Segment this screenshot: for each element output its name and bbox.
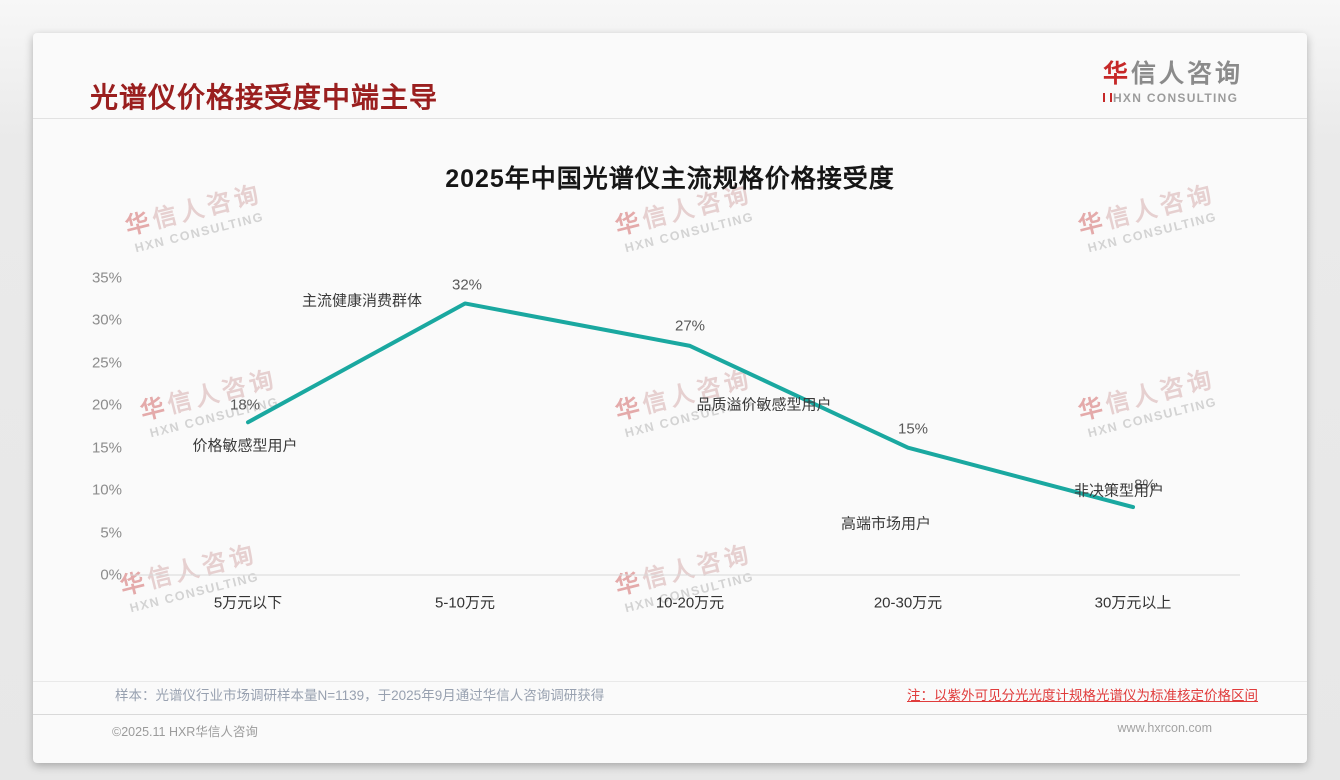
x-axis-category: 5万元以下: [213, 594, 283, 612]
logo-en-text: HXN CONSULTING: [1112, 90, 1239, 105]
logo-zh-rest: 信人咨询: [1130, 60, 1243, 88]
header-divider: [33, 118, 1307, 119]
slide-page: 华信人咨询 HXN CONSULTING 华信人咨询 HXN CONSULTING 华信…: [33, 33, 1307, 763]
logo-zh: 华信人咨询: [1102, 60, 1243, 89]
sample-note: 样本：光谱仪行业市场调研样本量N=1139，于2025年9月通过华信人咨询调研获…: [115, 688, 605, 703]
y-axis-tick: 15%: [91, 439, 122, 457]
logo-h-accent-icon: [1102, 93, 1112, 102]
company-logo: 华信人咨询 HXN CONSULTING: [1102, 60, 1243, 105]
y-axis-tick: 20%: [91, 396, 122, 414]
x-axis-category: 10-20万元: [655, 594, 725, 612]
data-point-value: 8%: [1134, 476, 1156, 494]
y-axis-tick: 10%: [91, 481, 122, 499]
notes-divider-top: [33, 681, 1307, 682]
logo-en: HXN CONSULTING: [1102, 90, 1243, 105]
data-line: [246, 301, 1135, 510]
data-point-value: 15%: [897, 420, 929, 438]
chart-canvas: [130, 301, 1240, 576]
page-title: 光谱仪价格接受度中端主导: [90, 82, 439, 113]
data-point-value: 32%: [451, 276, 483, 294]
y-axis-tick: 5%: [100, 524, 122, 542]
segment-annotation: 价格敏感型用户: [192, 437, 298, 455]
copyright-text: ©2025.11 HXR华信人咨询: [112, 725, 258, 739]
segment-annotation: 非决策型用户: [1073, 482, 1165, 500]
segment-annotation: 品质溢价敏感型用户: [696, 396, 832, 414]
x-axis-category: 5-10万元: [434, 594, 496, 612]
line-chart: 35% 30% 25% 20% 15% 10% 5% 0% 5万元以下 5-10万元 10-20万元…: [33, 33, 1307, 763]
website-url: www.hxrcon.com: [1117, 721, 1212, 735]
data-point-value: 27%: [674, 317, 706, 335]
logo-zh-accent: 华: [1102, 60, 1131, 88]
footer-divider: [33, 714, 1307, 715]
y-axis-tick: 25%: [91, 354, 122, 372]
y-axis-tick: 30%: [91, 311, 122, 329]
chart-title: 2025年中国光谱仪主流规格价格接受度: [445, 165, 895, 193]
segment-annotation: 高端市场用户: [840, 515, 932, 533]
y-axis-tick: 0%: [100, 566, 122, 584]
y-axis-tick: 35%: [91, 269, 122, 287]
segment-annotation: 主流健康消费群体: [301, 292, 423, 310]
methodology-note: 注：以紫外可见分光光度计规格光谱仪为标准核定价格区间: [907, 688, 1258, 703]
x-axis-category: 20-30万元: [873, 594, 943, 612]
x-axis-category: 30万元以上: [1094, 594, 1172, 612]
data-point-value: 18%: [229, 396, 261, 414]
